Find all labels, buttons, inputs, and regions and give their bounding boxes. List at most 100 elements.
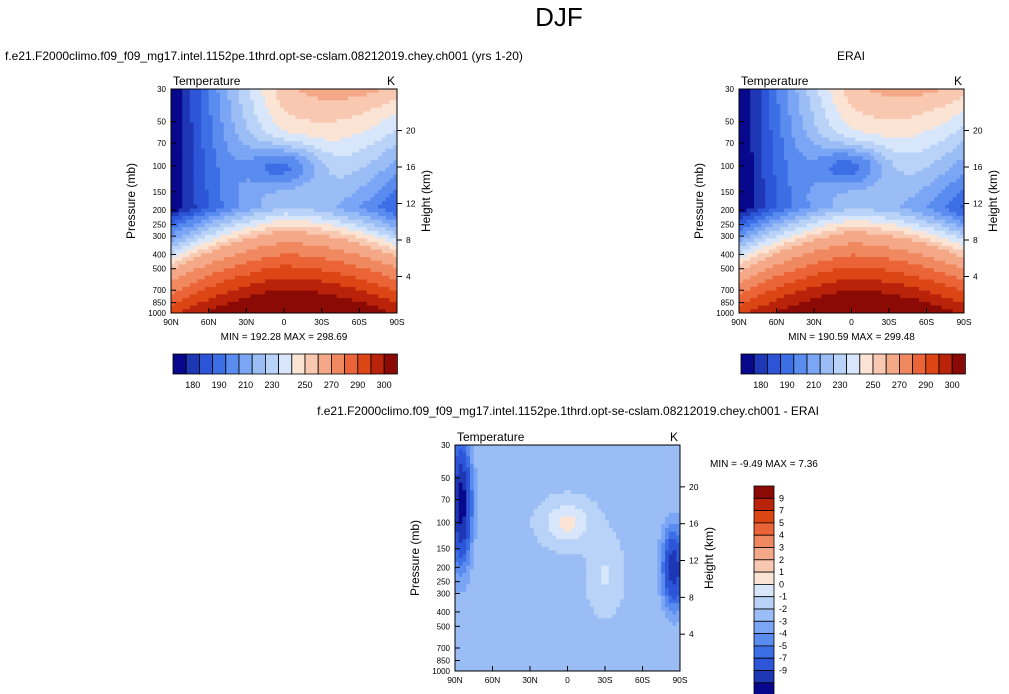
- field-cell: [806, 122, 811, 127]
- field-cell: [739, 178, 744, 183]
- field-cell: [246, 186, 251, 191]
- field-cell: [197, 186, 202, 191]
- field-cell: [336, 174, 342, 180]
- field-cell: [227, 133, 232, 139]
- field-cell: [219, 245, 225, 251]
- field-cell: [302, 103, 308, 109]
- field-cell: [223, 133, 229, 139]
- field-cell: [257, 204, 262, 210]
- field-cell: [212, 126, 217, 131]
- field-cell: [235, 193, 240, 198]
- field-cell: [329, 92, 334, 98]
- field-cell: [186, 115, 191, 120]
- field-cell: [757, 115, 763, 120]
- field-cell: [772, 238, 778, 243]
- field-cell: [810, 212, 815, 217]
- field-cell: [178, 286, 183, 292]
- field-cell: [178, 245, 183, 251]
- field-cell: [257, 283, 262, 288]
- field-cell: [746, 204, 751, 210]
- field-cell: [366, 305, 372, 310]
- field-cell: [186, 208, 191, 213]
- field-cell: [246, 103, 251, 109]
- field-cell: [231, 253, 236, 258]
- field-cell: [291, 126, 296, 131]
- field-cell: [348, 260, 353, 266]
- field-cell: [336, 264, 342, 269]
- field-cell: [765, 137, 770, 142]
- field-cell: [178, 257, 183, 262]
- field-cell: [261, 182, 266, 187]
- field-cell: [171, 201, 176, 206]
- field-cell: [295, 141, 300, 146]
- field-cell: [261, 238, 266, 243]
- field-cell: [348, 182, 353, 187]
- field-cell: [329, 96, 334, 101]
- field-cell: [332, 92, 338, 98]
- field-cell: [791, 89, 796, 94]
- field-cell: [754, 103, 759, 109]
- field-cell: [385, 242, 391, 247]
- field-cell: [306, 245, 311, 251]
- field-cell: [374, 141, 379, 146]
- field-cell: [806, 260, 811, 266]
- field-cell: [325, 133, 330, 139]
- field-cell: [761, 257, 766, 262]
- field-cell: [182, 115, 187, 120]
- field-cell: [235, 103, 240, 109]
- field-cell: [246, 107, 251, 112]
- field-cell: [276, 111, 281, 116]
- field-cell: [799, 163, 804, 168]
- field-cell: [817, 137, 823, 142]
- field-cell: [291, 100, 296, 105]
- field-cell: [265, 118, 270, 124]
- field-cell: [757, 286, 763, 292]
- field-cell: [321, 89, 327, 94]
- field-cell: [739, 298, 744, 303]
- field-cell: [746, 167, 751, 172]
- field-cell: [223, 204, 229, 210]
- field-cell: [381, 89, 387, 94]
- field-cell: [204, 301, 210, 307]
- field-cell: [772, 92, 778, 98]
- field-cell: [302, 268, 308, 273]
- field-cell: [370, 103, 375, 109]
- field-cell: [348, 171, 353, 176]
- field-cell: [325, 253, 330, 258]
- field-cell: [291, 130, 296, 135]
- field-cell: [306, 260, 311, 266]
- field-cell: [272, 111, 278, 116]
- field-cell: [791, 103, 796, 109]
- field-cell: [795, 130, 800, 135]
- field-cell: [171, 234, 176, 239]
- field-cell: [246, 294, 251, 299]
- field-cell: [340, 260, 345, 266]
- field-cell: [791, 156, 796, 161]
- field-cell: [287, 152, 293, 157]
- field-cell: [193, 89, 198, 94]
- field-cell: [257, 223, 262, 228]
- field-cell: [795, 234, 800, 239]
- field-cell: [754, 111, 759, 116]
- field-cell: [223, 103, 229, 109]
- field-cell: [385, 275, 391, 280]
- field-cell: [776, 103, 781, 109]
- field-cell: [739, 257, 744, 262]
- field-cell: [250, 227, 255, 232]
- field-cell: [336, 227, 342, 232]
- field-cell: [336, 148, 342, 154]
- field-cell: [314, 167, 319, 172]
- field-cell: [268, 279, 274, 284]
- field-cell: [378, 264, 383, 269]
- field-cell: [374, 234, 379, 239]
- field-cell: [366, 103, 372, 109]
- field-cell: [370, 204, 375, 210]
- field-cell: [231, 215, 236, 221]
- field-cell: [227, 137, 232, 142]
- field-cell: [178, 264, 183, 269]
- field-cell: [810, 227, 815, 232]
- field-cell: [178, 115, 183, 120]
- field-cell: [231, 92, 236, 98]
- field-cell: [276, 223, 281, 228]
- field-cell: [171, 271, 176, 277]
